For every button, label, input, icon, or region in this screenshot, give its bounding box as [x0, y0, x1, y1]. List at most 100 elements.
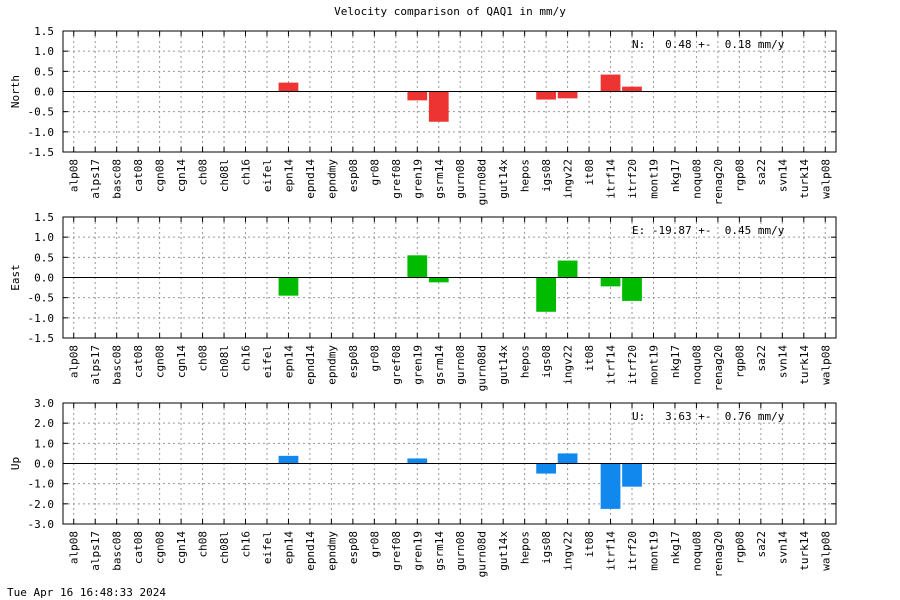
east-ylabel: East: [9, 264, 22, 291]
east-ytick-label: -1.5: [28, 332, 55, 345]
east-xtick-label: turk14: [798, 345, 811, 385]
up-xtick-label: walp08: [819, 531, 832, 571]
up-xtick-label: hepos: [519, 531, 532, 564]
east-xtick-label: ingv22: [562, 345, 575, 385]
east-ytick-label: 1.5: [34, 211, 54, 224]
east-ytick-label: 1.0: [34, 231, 54, 244]
east-xtick-label: itrf20: [626, 345, 639, 385]
east-xtick-label: ch08l: [218, 345, 231, 378]
up-ytick-label: -2.0: [28, 498, 55, 511]
up-xtick-label: eifel: [261, 531, 274, 564]
north-ylabel: North: [9, 75, 22, 108]
north-xtick-label: nkg17: [669, 159, 682, 192]
north-ytick-label: 1.5: [34, 25, 54, 38]
north-xtick-label: cat08: [132, 159, 145, 192]
east-xtick-label: ch16: [240, 345, 253, 372]
up-plot-frame: [62, 402, 837, 525]
east-bar-gsrm14: [428, 277, 449, 283]
east-xtick-label: epn14: [282, 345, 295, 378]
up-xtick-label: itrf20: [626, 531, 639, 571]
east-bar-itrf20: [622, 277, 642, 301]
up-ytick-label: 1.0: [34, 437, 54, 450]
north-xtick-label: mont19: [647, 159, 660, 199]
north-xtick-label: gurn08d: [476, 159, 489, 205]
up-bar-itrf14: [600, 463, 621, 509]
east-xtick-label: renag20: [712, 345, 725, 391]
up-xtick-label: gr08: [368, 531, 381, 558]
north-bar-epn14: [278, 82, 299, 92]
east-xtick-label: noqu08: [690, 345, 703, 385]
north-bar-itrf20: [622, 86, 642, 92]
up-ytick-label: -1.0: [28, 478, 55, 491]
east-xtick-label: alps17: [89, 345, 102, 385]
east-xtick-label: gren19: [411, 345, 424, 385]
east-bar-gren19: [407, 255, 428, 278]
east-xtick-label: gr08: [368, 345, 381, 372]
up-xtick-label: gren19: [411, 531, 424, 571]
north-ytick-label: 0.5: [34, 65, 54, 78]
east-xtick-label: cgn08: [154, 345, 167, 378]
up-bar-itrf20: [622, 463, 642, 487]
north-xtick-label: gr08: [368, 159, 381, 186]
up-ylabel: Up: [9, 457, 22, 470]
timestamp: Tue Apr 16 16:48:33 2024: [7, 586, 166, 599]
east-bar-igs08: [536, 277, 557, 312]
east-xtick-label: alp08: [68, 345, 81, 378]
east-xtick-label: epnd14: [304, 345, 317, 385]
up-bar-ingv22: [557, 453, 578, 464]
up-xtick-label: svn14: [776, 531, 789, 564]
east-xtick-label: cat08: [132, 345, 145, 378]
up-ytick-label: 2.0: [34, 417, 54, 430]
north-xtick-label: walp08: [819, 159, 832, 199]
up-xtick-label: rgp08: [733, 531, 746, 564]
up-xtick-label: epndmy: [325, 531, 338, 571]
east-xtick-label: gsrm14: [433, 345, 446, 385]
east-xtick-label: itrf14: [605, 345, 618, 385]
north-xtick-label: itrf14: [605, 159, 618, 199]
north-bar-itrf14: [600, 74, 621, 92]
east-xtick-label: eifel: [261, 345, 274, 378]
east-xtick-label: epndmy: [325, 345, 338, 385]
up-bar-epn14: [278, 455, 299, 464]
north-ytick-label: -0.5: [28, 106, 55, 119]
north-ytick-label: -1.5: [28, 146, 55, 159]
north-plot-frame: [62, 30, 837, 153]
north-ytick-label: 1.0: [34, 45, 54, 58]
north-xtick-label: gref08: [390, 159, 403, 199]
up-xtick-label: cgn14: [175, 531, 188, 564]
east-xtick-label: gurn08d: [476, 345, 489, 391]
up-xtick-label: it08: [583, 531, 596, 558]
east-annotation: E: -19.87 +- 0.45 mm/y: [632, 224, 785, 237]
east-xtick-label: svn14: [776, 345, 789, 378]
north-ytick-label: -1.0: [28, 126, 55, 139]
up-xtick-label: igs08: [540, 531, 553, 564]
up-xtick-label: ch08l: [218, 531, 231, 564]
north-xtick-label: ch08l: [218, 159, 231, 192]
north-xtick-label: ingv22: [562, 159, 575, 199]
east-xtick-label: walp08: [819, 345, 832, 385]
up-xtick-label: itrf14: [605, 531, 618, 571]
east-ytick-label: 0.5: [34, 251, 54, 264]
up-xtick-label: epn14: [282, 531, 295, 564]
up-xtick-label: noqu08: [690, 531, 703, 571]
north-xtick-label: gsrm14: [433, 159, 446, 199]
north-xtick-label: sa22: [755, 159, 768, 186]
up-annotation: U: 3.63 +- 0.76 mm/y: [632, 410, 785, 423]
up-xtick-label: gut14x: [497, 531, 510, 571]
up-xtick-label: cgn08: [154, 531, 167, 564]
up-xtick-label: renag20: [712, 531, 725, 577]
east-xtick-label: basc08: [111, 345, 124, 385]
north-xtick-label: gut14x: [497, 159, 510, 199]
north-xtick-label: esp08: [347, 159, 360, 192]
north-annotation: N: 0.48 +- 0.18 mm/y: [632, 38, 785, 51]
up-xtick-label: epnd14: [304, 531, 317, 571]
east-xtick-label: hepos: [519, 345, 532, 378]
north-xtick-label: igs08: [540, 159, 553, 192]
up-xtick-label: ch16: [240, 531, 253, 558]
east-xtick-label: nkg17: [669, 345, 682, 378]
up-xtick-label: turk14: [798, 531, 811, 571]
up-xtick-label: mont19: [647, 531, 660, 571]
east-xtick-label: igs08: [540, 345, 553, 378]
east-xtick-label: esp08: [347, 345, 360, 378]
